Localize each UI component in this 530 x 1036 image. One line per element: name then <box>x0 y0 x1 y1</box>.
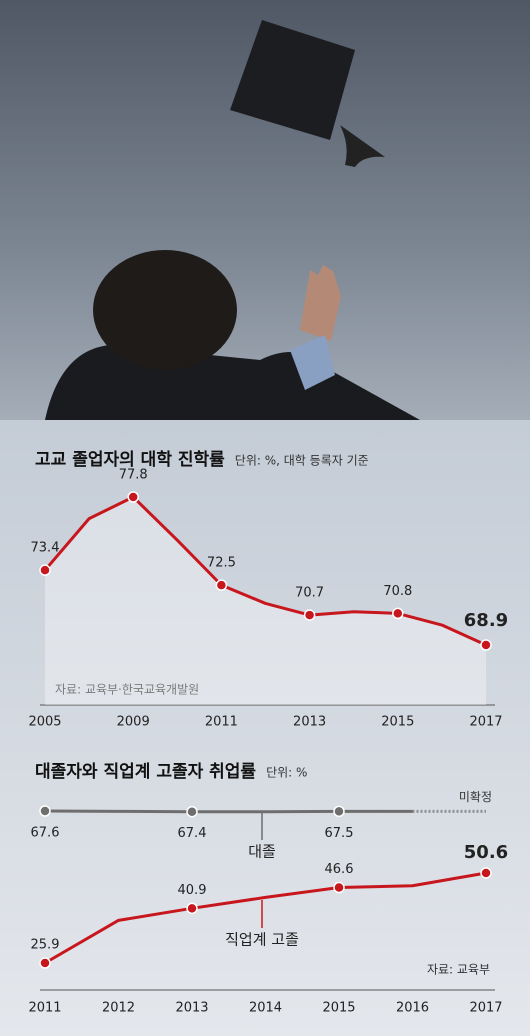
value-label: 68.9 <box>464 610 508 631</box>
line <box>44 871 487 965</box>
chart-subtitle: 단위: % <box>266 766 307 780</box>
x-tick-label: 2009 <box>117 715 150 730</box>
x-tick-label: 2011 <box>205 715 238 730</box>
chart-subtitle: 단위: %, 대학 등록자 기준 <box>235 454 369 468</box>
area <box>45 497 486 705</box>
chart-title: 대졸자와 직업계 고졸자 취업률 <box>35 761 256 782</box>
point <box>186 805 198 818</box>
x-tick-label: 2017 <box>469 1001 502 1016</box>
x-tick-label: 2015 <box>381 715 414 730</box>
annotation: 미확정 <box>459 790 492 804</box>
series-label: 대졸 <box>248 843 276 861</box>
x-tick-label: 2015 <box>322 1001 355 1016</box>
point <box>392 607 404 620</box>
value-label: 70.7 <box>295 586 324 601</box>
x-tick-label: 2014 <box>249 1001 282 1016</box>
point <box>186 902 198 915</box>
value-label: 67.6 <box>31 826 60 841</box>
point <box>333 881 345 894</box>
point <box>480 867 492 879</box>
value-label: 72.5 <box>207 556 236 571</box>
line <box>43 495 487 647</box>
point <box>303 609 316 621</box>
x-tick-label: 2011 <box>28 1001 61 1016</box>
value-label: 50.6 <box>464 842 508 863</box>
x-tick-label: 2016 <box>396 1001 429 1016</box>
point <box>39 805 51 817</box>
value-label: 40.9 <box>178 883 207 898</box>
value-label: 70.8 <box>383 584 412 599</box>
source: 자료: 교육부 <box>427 963 490 977</box>
point <box>215 579 228 591</box>
point <box>39 564 51 576</box>
point <box>333 805 345 818</box>
photo <box>0 0 530 420</box>
source: 자료: 교육부·한국교육개발원 <box>55 683 199 697</box>
series-label: 직업계 고졸 <box>225 931 299 949</box>
x-tick-label: 2017 <box>469 715 502 730</box>
x-tick-label: 2013 <box>293 715 326 730</box>
x-tick-label: 2012 <box>102 1001 135 1016</box>
background <box>0 420 530 1036</box>
value-label: 77.8 <box>119 468 148 483</box>
point <box>39 957 51 969</box>
value-label: 67.5 <box>325 826 354 841</box>
line <box>44 809 413 814</box>
x-tick-label: 2013 <box>175 1001 208 1016</box>
value-label: 46.6 <box>325 862 354 877</box>
point <box>127 491 139 503</box>
value-label: 67.4 <box>178 826 207 841</box>
value-label: 73.4 <box>31 541 60 556</box>
x-tick-label: 2005 <box>28 715 61 730</box>
value-label: 25.9 <box>31 938 60 953</box>
point <box>480 639 492 651</box>
chart-title: 고교 졸업자의 대학 진학률 <box>35 450 225 470</box>
